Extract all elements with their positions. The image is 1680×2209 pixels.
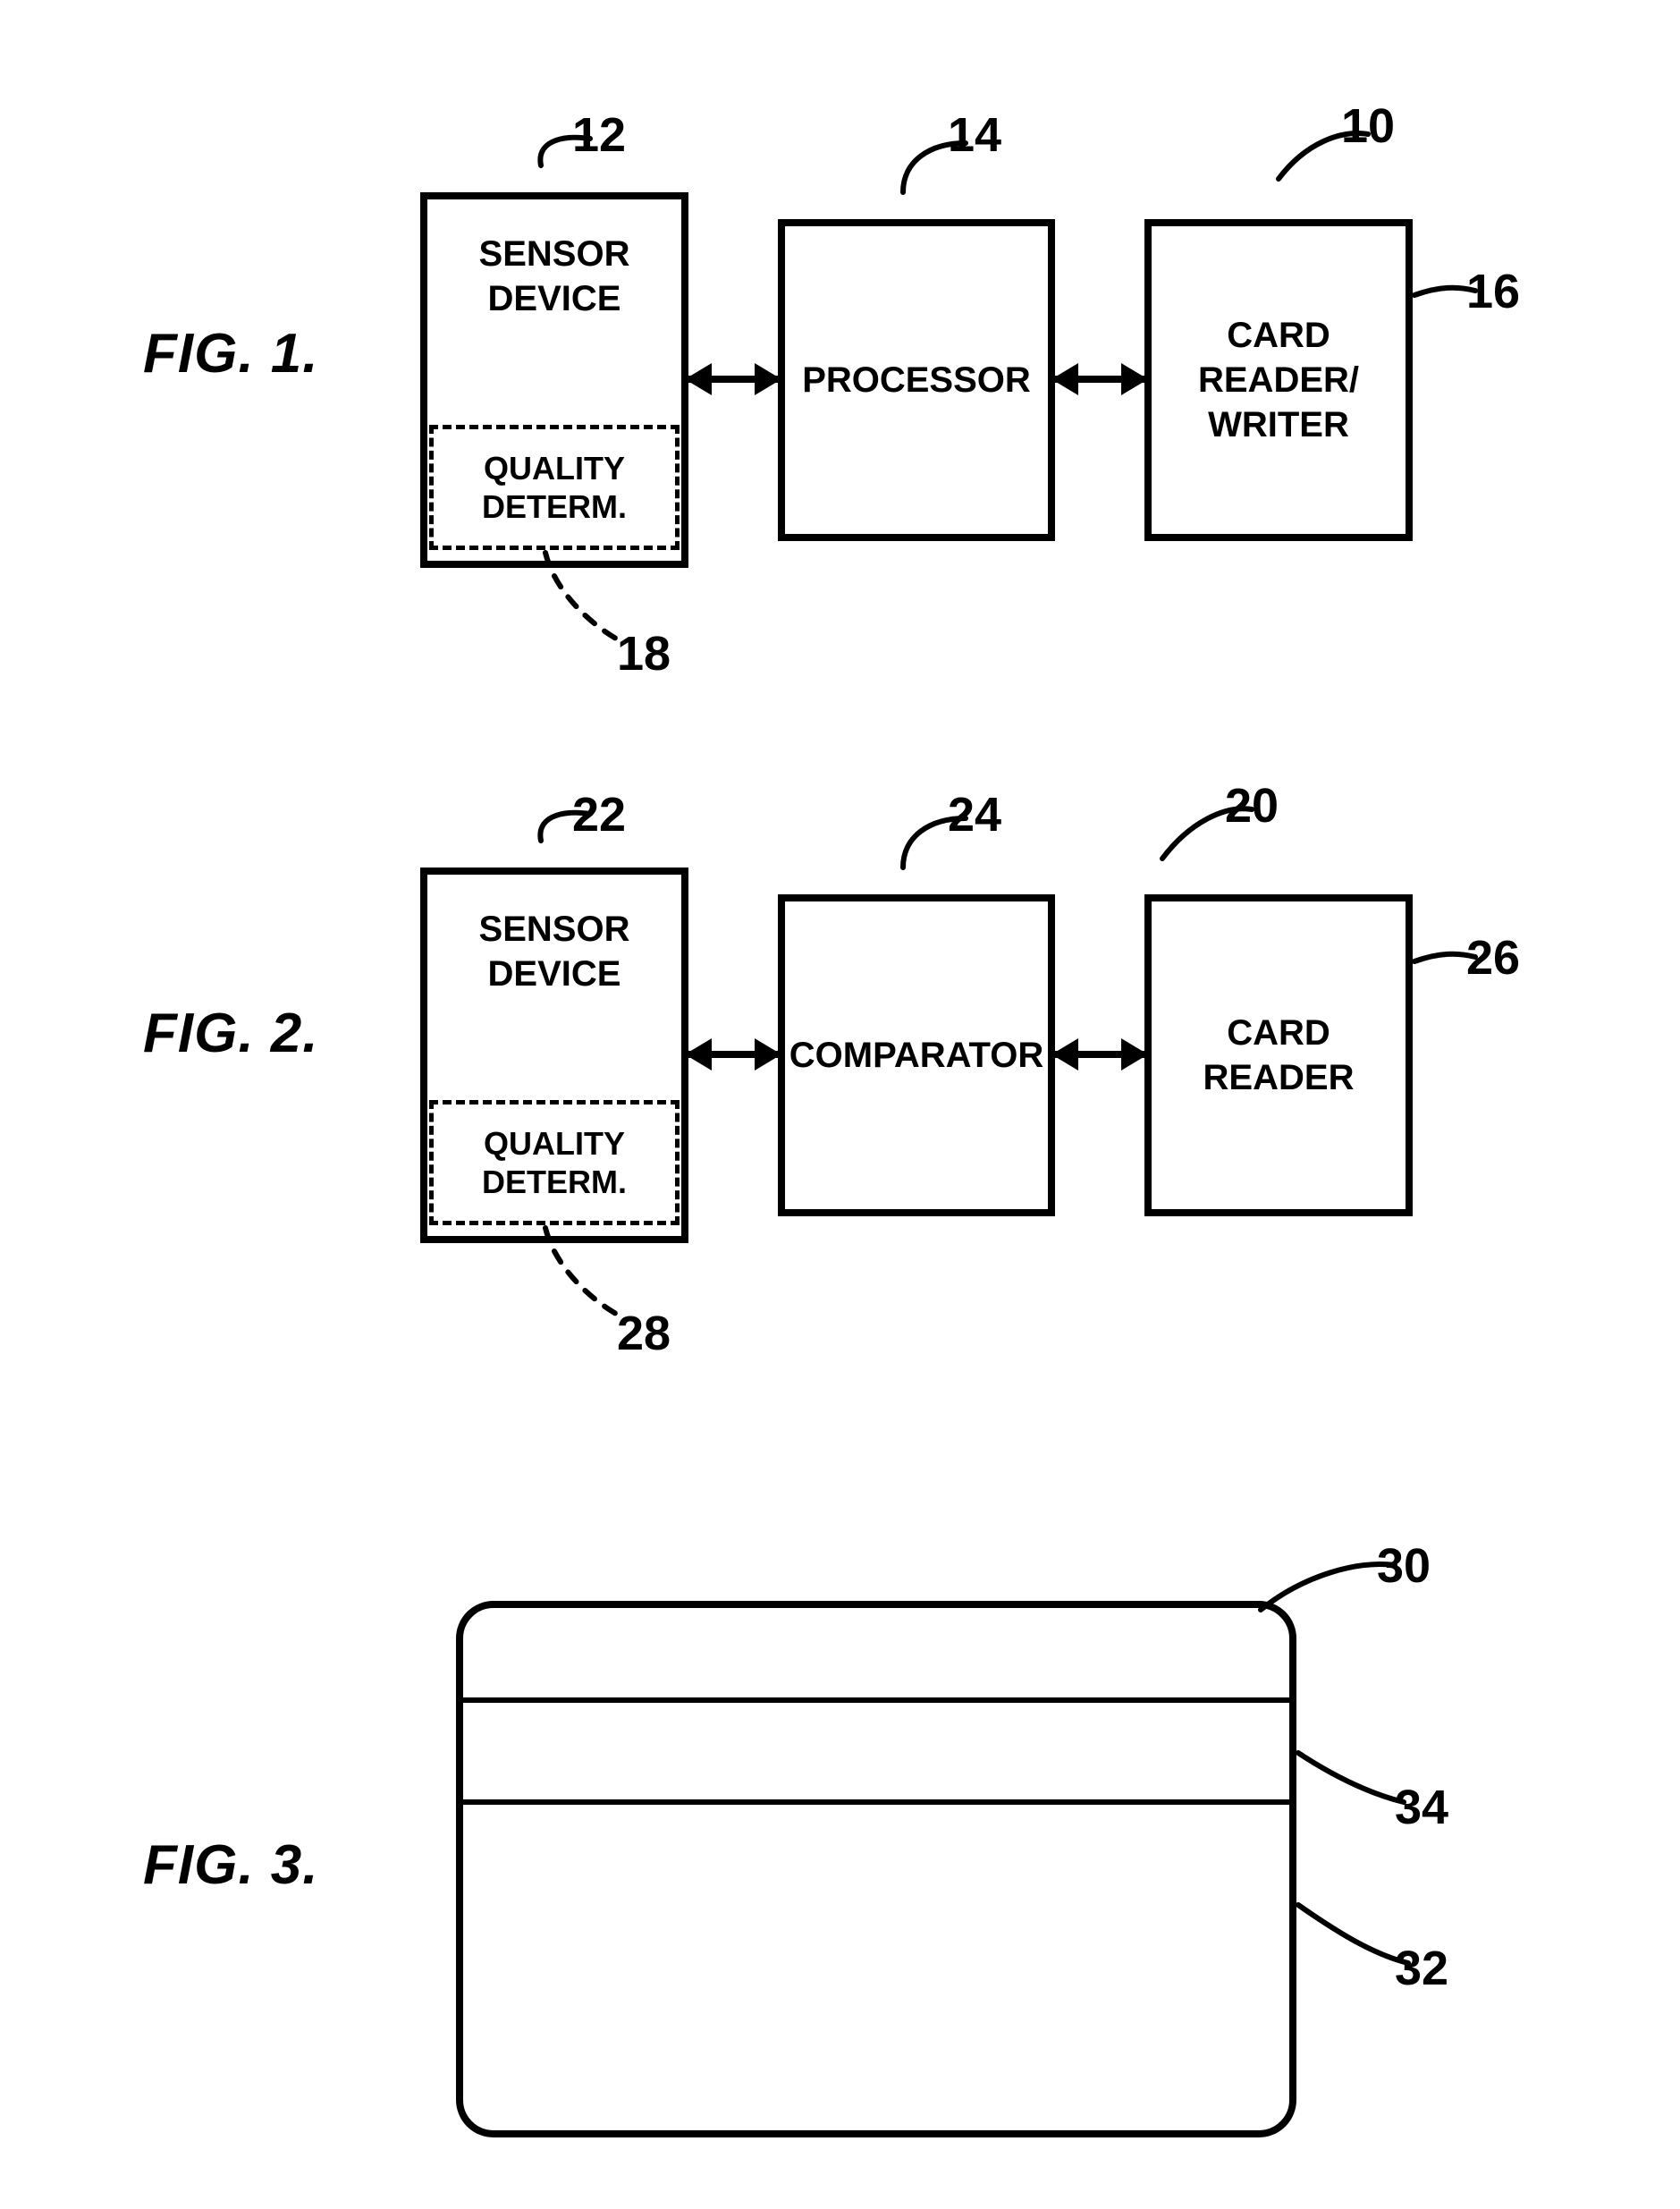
fig1-ref-16: 16 [1466,264,1520,319]
fig2-arrow-comparator-card [1055,1051,1144,1058]
fig1-ref-12: 12 [572,107,626,163]
fig1-processor-label: PROCESSOR [802,358,1031,402]
fig1-ref-10: 10 [1341,98,1395,154]
fig2-sensor-device-label: SENSOR DEVICE [479,907,630,996]
fig2-ref-22: 22 [572,787,626,842]
fig2-ref-28: 28 [617,1306,671,1361]
fig3-ref-34: 34 [1395,1780,1448,1835]
fig2-quality-determ-label: QUALITY DETERM. [482,1124,627,1201]
fig1-card-reader-writer-box: CARD READER/ WRITER [1144,219,1413,541]
fig1-sensor-device-label: SENSOR DEVICE [479,232,630,321]
fig3-label: FIG. 3. [143,1833,318,1897]
fig3-ref-32: 32 [1395,1941,1448,1996]
leader-lead-30 [1261,1564,1395,1610]
page-canvas: FIG. 1. SENSOR DEVICE QUALITY DETERM. PR… [0,0,1680,2209]
fig2-card-reader-box: CARD READER [1144,894,1413,1216]
fig1-processor-box: PROCESSOR [778,219,1055,541]
fig3-card [456,1601,1296,2137]
fig2-quality-determ-subbox: QUALITY DETERM. [429,1100,680,1225]
fig2-ref-20: 20 [1225,778,1279,834]
fig2-ref-24: 24 [948,787,1001,842]
fig2-comparator-box: COMPARATOR [778,894,1055,1216]
fig1-ref-18: 18 [617,626,671,681]
fig2-arrow-sensor-comparator [688,1051,778,1058]
fig2-ref-26: 26 [1466,930,1520,986]
fig1-quality-determ-subbox: QUALITY DETERM. [429,425,680,550]
fig1-quality-determ-label: QUALITY DETERM. [482,449,627,526]
fig1-card-reader-writer-label: CARD READER/ WRITER [1198,313,1359,447]
fig3-card-stripe [463,1697,1289,1805]
leader-lead-34 [1298,1753,1404,1802]
fig2-label: FIG. 2. [143,1002,318,1065]
fig2-comparator-label: COMPARATOR [789,1033,1043,1078]
fig1-ref-14: 14 [948,107,1001,163]
fig3-ref-30: 30 [1377,1538,1431,1594]
fig1-arrow-processor-card [1055,376,1144,383]
leader-lead-32 [1298,1905,1408,1963]
fig1-arrow-sensor-processor [688,376,778,383]
fig2-card-reader-label: CARD READER [1203,1011,1355,1100]
fig1-label: FIG. 1. [143,322,318,385]
